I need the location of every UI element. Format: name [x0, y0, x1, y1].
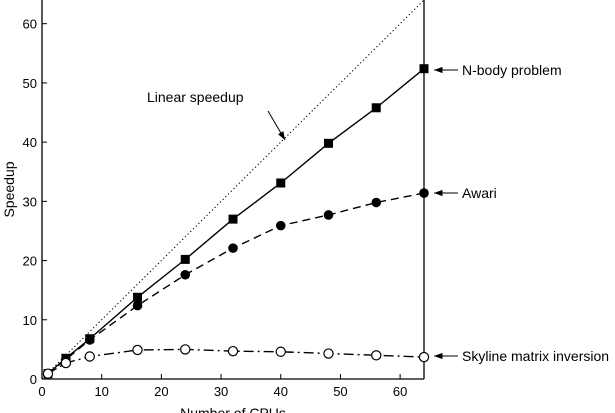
- data-point-skyline-matrix-inversion: [132, 344, 143, 356]
- y-tick-label: 50: [23, 76, 37, 91]
- data-point-awari: [132, 300, 143, 311]
- data-point-awari: [275, 220, 286, 231]
- data-point-skyline-matrix-inversion: [323, 348, 334, 359]
- y-tick-label: 0: [30, 372, 37, 387]
- y-tick-label: 30: [23, 194, 37, 209]
- data-point-awari: [180, 269, 191, 280]
- series-layer: [41, 0, 430, 380]
- y-tick-label: 40: [23, 135, 37, 150]
- x-tick-label: 30: [214, 384, 228, 399]
- data-point-skyline-matrix-inversion: [371, 350, 382, 361]
- arrowhead-awari: [434, 189, 443, 197]
- x-tick-label: 20: [154, 384, 168, 399]
- series-line-linear-speedup: [41, 0, 425, 380]
- annotation-label-skyline-matrix-inversion: Skyline matrix inversion: [462, 348, 609, 364]
- data-point-skyline-matrix-inversion: [227, 345, 239, 357]
- data-point-skyline-matrix-inversion: [42, 368, 54, 379]
- annotation-label-awari: Awari: [462, 185, 497, 201]
- x-tick-label: 40: [274, 384, 288, 399]
- data-point-n-body-problem: [180, 254, 190, 264]
- data-point-awari: [419, 188, 429, 198]
- x-tick-label: 60: [393, 384, 407, 399]
- data-point-skyline-matrix-inversion: [275, 346, 286, 357]
- annotation-label-linear-speedup: Linear speedup: [147, 89, 244, 105]
- arrowhead-n-body-problem: [434, 66, 443, 74]
- data-point-n-body-problem: [228, 214, 238, 224]
- data-point-n-body-problem: [133, 292, 142, 302]
- x-axis-label: Number of CPUs: [180, 405, 286, 413]
- arrowhead-linear-speedup: [278, 131, 285, 140]
- data-point-skyline-matrix-inversion: [60, 357, 72, 369]
- tick-marks: 0 10 20 30 40 50 60 0 10 20 30 40 50 60: [23, 17, 408, 399]
- series-line-skyline-matrix-inversion: [47, 348, 425, 375]
- data-point-n-body-problem: [419, 64, 429, 74]
- y-tick-label: 60: [23, 17, 37, 32]
- data-point-awari: [323, 210, 334, 220]
- data-point-skyline-matrix-inversion: [418, 351, 430, 363]
- x-tick-label: 10: [94, 384, 108, 399]
- data-point-n-body-problem: [324, 138, 333, 148]
- data-point-awari: [84, 335, 95, 345]
- data-point-skyline-matrix-inversion: [84, 351, 95, 362]
- annotation-layer: Linear speedup N-body problem Awari Skyline…: [147, 62, 609, 364]
- x-tick-label: 0: [38, 384, 45, 399]
- x-tick-label: 50: [333, 384, 347, 399]
- y-tick-label: 20: [23, 254, 37, 269]
- data-point-awari: [371, 197, 382, 208]
- series-line-n-body-problem: [47, 68, 425, 375]
- data-point-n-body-problem: [371, 103, 381, 113]
- data-point-n-body-problem: [276, 178, 286, 188]
- data-point-awari: [228, 243, 238, 253]
- annotation-label-n-body-problem: N-body problem: [462, 62, 562, 78]
- data-point-skyline-matrix-inversion: [180, 344, 191, 355]
- y-axis-label: Speedup: [1, 161, 17, 217]
- y-tick-label: 10: [23, 313, 37, 328]
- series-line-awari: [47, 192, 425, 375]
- arrowhead-skyline-matrix-inversion: [434, 352, 443, 360]
